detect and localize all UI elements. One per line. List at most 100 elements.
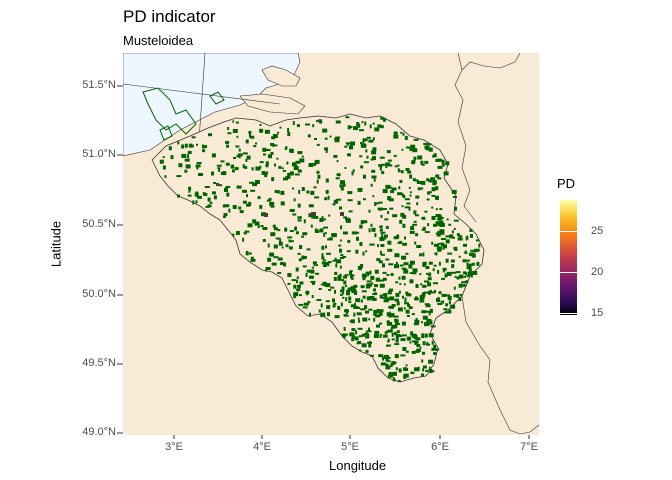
- occurrence-cell: [362, 251, 365, 256]
- occurrence-cell: [267, 243, 270, 248]
- occurrence-cell: [312, 261, 317, 265]
- occurrence-cell: [226, 144, 229, 148]
- occurrence-cell: [254, 180, 260, 184]
- occurrence-cell: [441, 277, 445, 280]
- occurrence-cell: [298, 258, 302, 262]
- occurrence-cell: [342, 231, 348, 235]
- occurrence-cell: [437, 269, 440, 274]
- occurrence-cell: [259, 204, 263, 209]
- occurrence-cell: [447, 296, 452, 300]
- occurrence-cell: [302, 232, 308, 236]
- occurrence-cell: [355, 298, 361, 303]
- occurrence-cell: [416, 202, 419, 206]
- offshore-polygon: [209, 91, 225, 105]
- occurrence-cell: [335, 263, 338, 268]
- occurrence-cell: [279, 262, 283, 265]
- occurrence-cell: [264, 173, 268, 178]
- occurrence-cell: [393, 154, 397, 157]
- occurrence-cell: [198, 173, 203, 176]
- occurrence-cell: [466, 275, 470, 278]
- occurrence-cell: [415, 318, 418, 322]
- occurrence-cell: [248, 252, 252, 255]
- occurrence-cell: [339, 248, 342, 253]
- occurrence-cell: [402, 214, 407, 219]
- occurrence-cell: [405, 364, 408, 367]
- occurrence-cell: [329, 135, 332, 138]
- occurrence-cell: [233, 157, 236, 159]
- occurrence-cell: [341, 286, 345, 291]
- occurrence-cell: [431, 216, 436, 220]
- occurrence-cell: [162, 156, 165, 159]
- occurrence-cell: [333, 199, 338, 204]
- occurrence-cell: [423, 291, 429, 294]
- occurrence-cell: [409, 146, 414, 151]
- occurrence-cell: [403, 262, 409, 266]
- occurrence-cell: [372, 147, 377, 152]
- occurrence-cell: [432, 180, 437, 185]
- occurrence-cell: [246, 250, 249, 255]
- x-tick-label: 4°E: [253, 441, 271, 453]
- occurrence-cell: [379, 166, 382, 171]
- occurrence-cell: [433, 282, 438, 285]
- occurrence-cell: [404, 135, 408, 140]
- occurrence-cell: [323, 259, 327, 262]
- occurrence-cell: [463, 275, 467, 278]
- occurrence-cell: [427, 320, 433, 325]
- occurrence-cell: [196, 162, 202, 164]
- occurrence-cell: [246, 155, 251, 160]
- occurrence-cell: [208, 133, 212, 137]
- occurrence-cell: [387, 248, 393, 252]
- occurrence-cell: [417, 155, 423, 160]
- occurrence-cell: [405, 309, 410, 314]
- occurrence-cell: [346, 142, 349, 146]
- occurrence-cell: [389, 296, 395, 301]
- occurrence-cell: [408, 264, 413, 269]
- occurrence-cell: [321, 256, 325, 260]
- occurrence-cell: [463, 271, 466, 275]
- occurrence-cell: [376, 309, 380, 313]
- occurrence-cell: [438, 261, 441, 266]
- occurrence-cell: [401, 267, 407, 270]
- occurrence-cell: [409, 194, 412, 197]
- occurrence-cell: [461, 281, 467, 284]
- occurrence-cell: [316, 299, 322, 301]
- occurrence-cell: [298, 303, 304, 306]
- occurrence-cell: [305, 273, 308, 277]
- occurrence-cell: [386, 186, 392, 189]
- occurrence-cell: [335, 177, 340, 180]
- occurrence-cells: [159, 116, 481, 383]
- occurrence-cell: [330, 286, 335, 289]
- occurrence-cell: [373, 313, 377, 316]
- x-axis-title: Longitude: [329, 458, 387, 473]
- occurrence-cell: [306, 269, 311, 273]
- occurrence-cell: [447, 252, 453, 255]
- occurrence-cell: [276, 157, 279, 160]
- occurrence-cell: [187, 151, 192, 154]
- occurrence-cell: [218, 168, 221, 172]
- occurrence-cell: [387, 340, 390, 343]
- occurrence-cell: [437, 215, 442, 220]
- occurrence-cell: [318, 309, 321, 313]
- occurrence-cell: [472, 271, 478, 275]
- occurrence-cell: [194, 192, 199, 197]
- occurrence-cell: [410, 226, 415, 231]
- occurrence-cell: [290, 149, 294, 153]
- occurrence-cell: [246, 194, 248, 198]
- occurrence-cell: [372, 122, 375, 125]
- occurrence-cell: [433, 344, 437, 349]
- occurrence-cell: [279, 238, 282, 242]
- occurrence-cell: [272, 134, 278, 138]
- occurrence-cell: [445, 239, 450, 244]
- occurrence-cell: [385, 258, 390, 261]
- occurrence-cell: [418, 348, 421, 352]
- occurrence-cell: [333, 154, 338, 158]
- occurrence-cell: [262, 227, 268, 230]
- occurrence-cell: [403, 373, 409, 378]
- occurrence-cell: [422, 252, 425, 257]
- occurrence-cell: [445, 258, 449, 263]
- occurrence-cell: [382, 334, 388, 338]
- occurrence-cell: [259, 128, 264, 133]
- occurrence-cell: [357, 317, 360, 320]
- occurrence-cell: [419, 300, 425, 303]
- occurrence-cell: [380, 214, 383, 218]
